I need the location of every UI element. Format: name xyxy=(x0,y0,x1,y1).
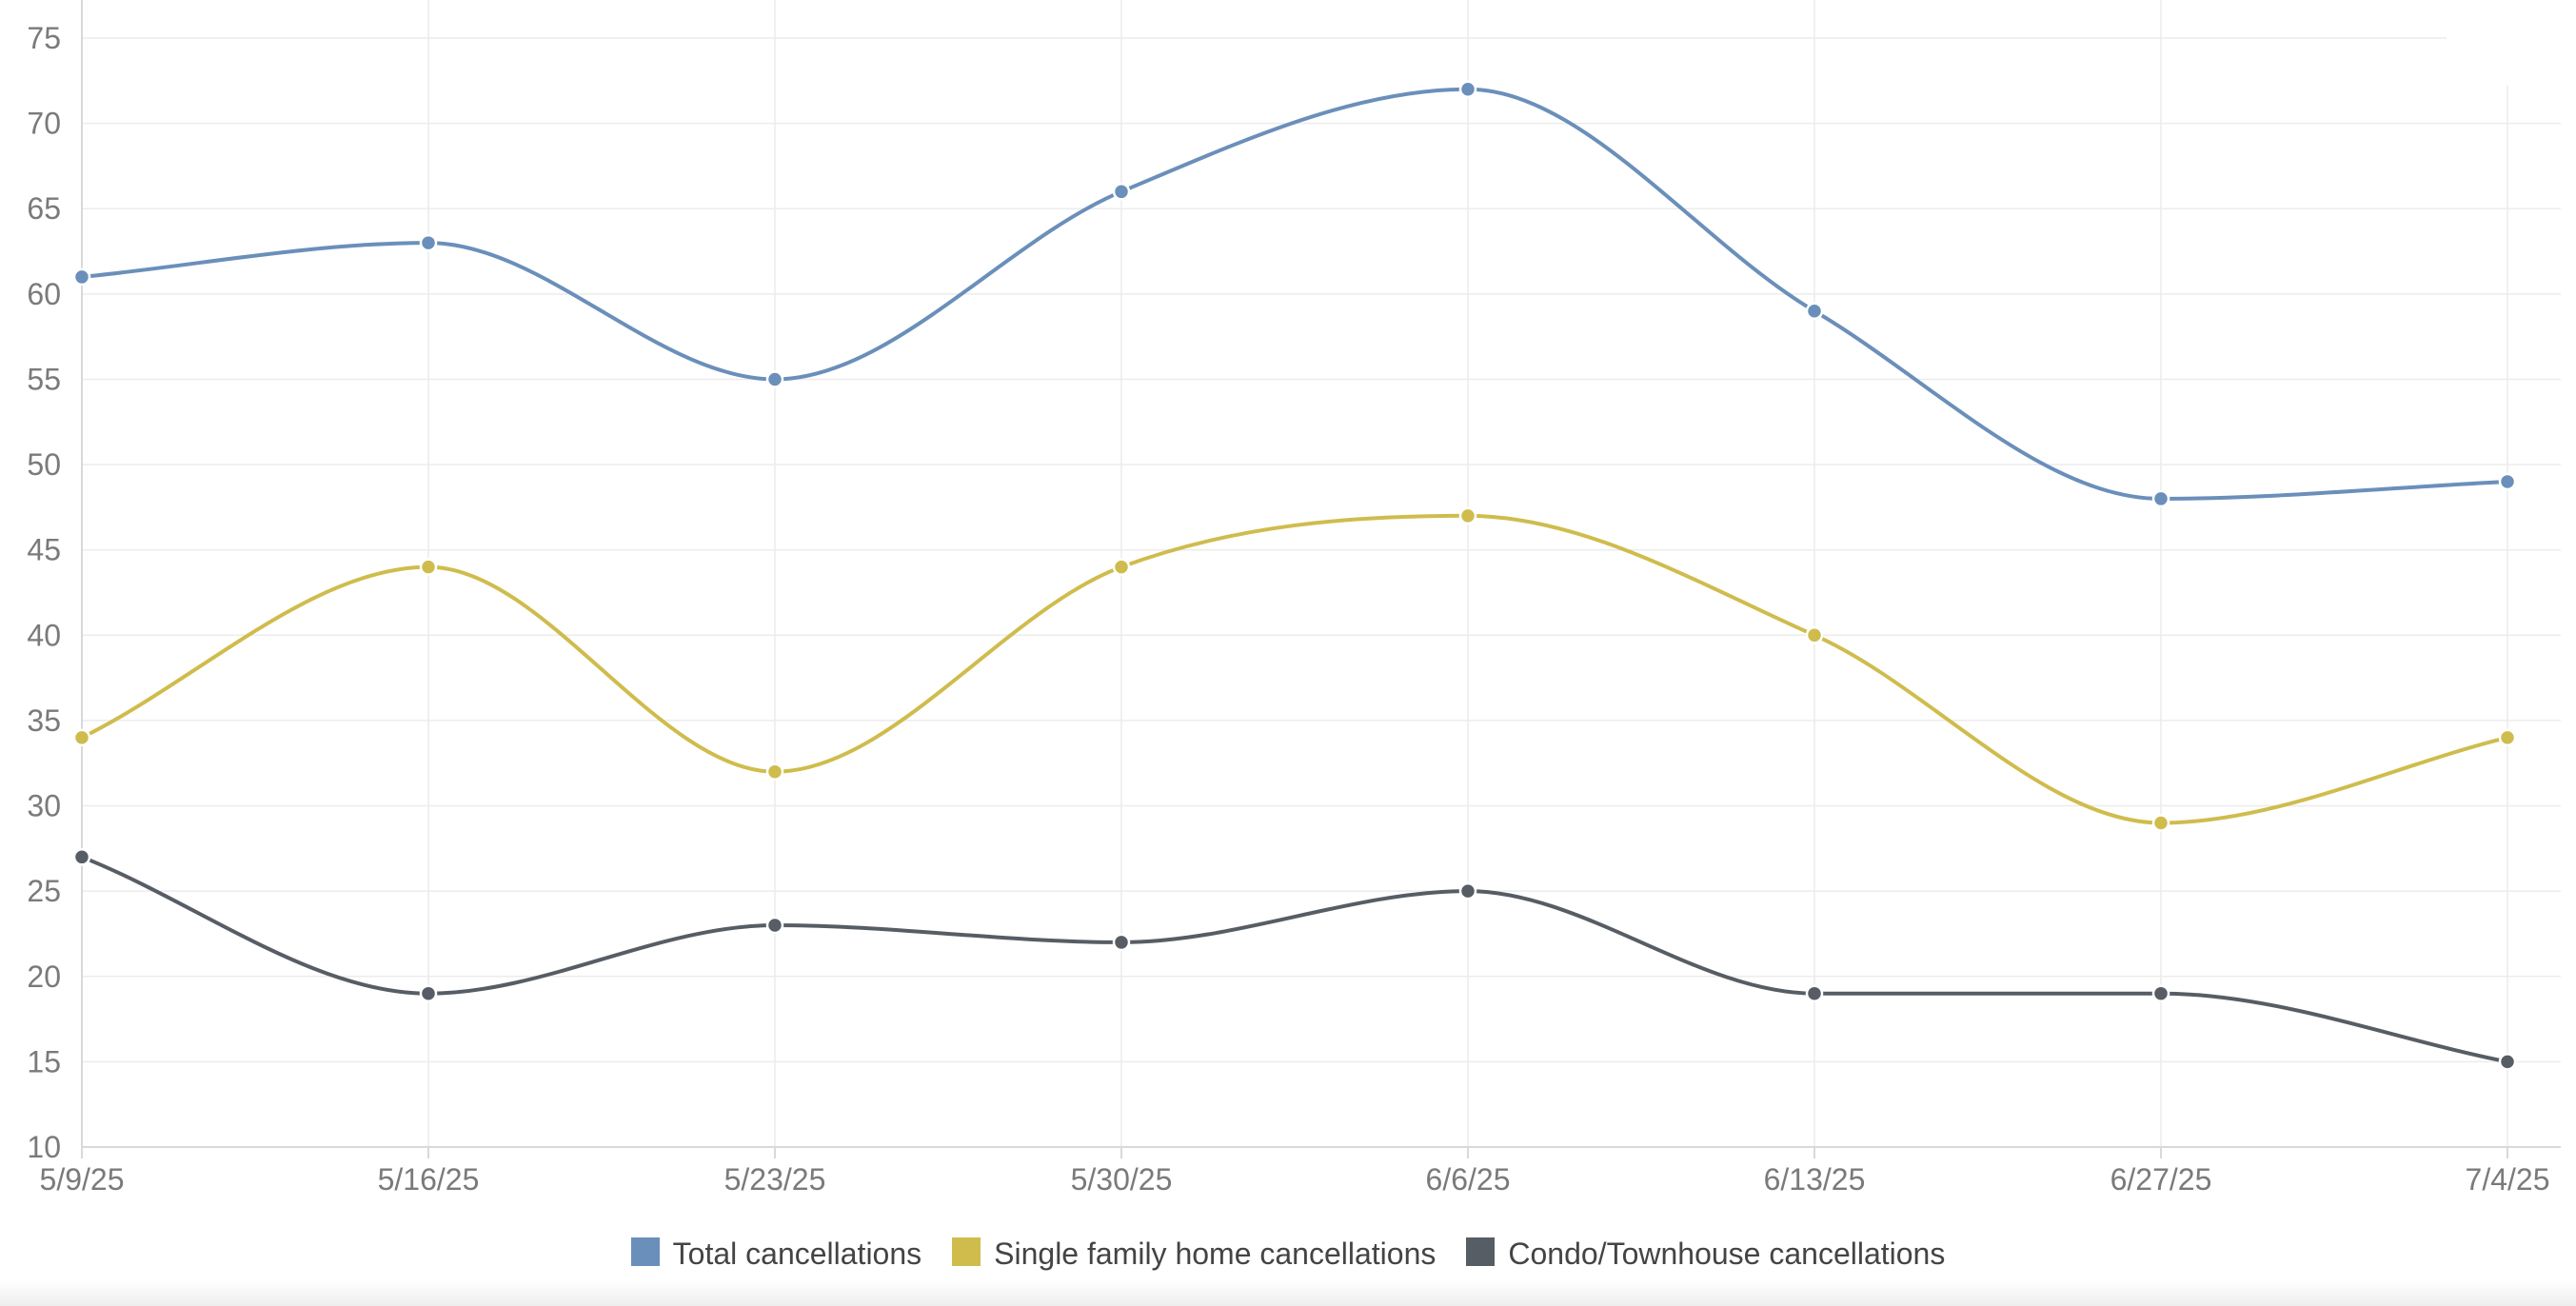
series-line-2 xyxy=(80,855,2509,1064)
y-tick-label: 25 xyxy=(27,874,61,908)
line-chart: 10 15 20 25 30 35 40 45 50 55 60 65 70 75 5/9/25 5/16/… xyxy=(27,0,2561,1197)
legend-item[interactable]: Condo/Townhouse cancellations xyxy=(1466,1235,1945,1272)
y-tick-label: 30 xyxy=(27,789,61,823)
series-lines xyxy=(80,87,2509,1064)
legend: Total cancellations Single family home ca… xyxy=(0,1234,2576,1272)
bottom-shadow xyxy=(0,1279,2576,1306)
data-point-s2-3[interactable] xyxy=(1112,933,1131,952)
x-tick-label: 7/4/25 xyxy=(2466,1162,2550,1197)
y-tick-label: 10 xyxy=(27,1130,61,1164)
data-point-s1-2[interactable] xyxy=(765,762,784,781)
grid-lines xyxy=(82,0,2561,1147)
data-point-s2-0[interactable] xyxy=(72,848,91,866)
y-tick-label: 35 xyxy=(27,703,61,738)
data-point-s0-5[interactable] xyxy=(1805,302,1824,321)
data-point-s0-0[interactable] xyxy=(72,267,91,287)
data-point-s1-3[interactable] xyxy=(1112,558,1131,576)
data-point-s0-7[interactable] xyxy=(2498,472,2517,491)
data-point-s2-2[interactable] xyxy=(765,916,784,935)
y-tick-label: 75 xyxy=(27,21,61,55)
x-tick-label: 5/30/25 xyxy=(1071,1162,1173,1197)
series-line-0 xyxy=(80,87,2509,501)
x-axis-tick-labels: 5/9/25 5/16/25 5/23/25 5/30/25 6/6/25 6/13/25… xyxy=(40,1162,2550,1197)
y-tick-label: 60 xyxy=(27,277,61,311)
data-point-s0-4[interactable] xyxy=(1458,80,1477,99)
data-point-s1-4[interactable] xyxy=(1458,506,1477,525)
data-point-s1-5[interactable] xyxy=(1805,626,1824,644)
data-point-s2-1[interactable] xyxy=(419,984,438,1002)
legend-item[interactable]: Total cancellations xyxy=(630,1235,922,1272)
data-points[interactable] xyxy=(72,80,2517,1071)
data-point-s0-6[interactable] xyxy=(2151,489,2170,508)
x-tick-label: 6/6/25 xyxy=(1426,1162,1511,1197)
x-tick-label: 6/13/25 xyxy=(1764,1162,1866,1197)
data-point-s0-1[interactable] xyxy=(419,233,438,252)
y-tick-label: 15 xyxy=(27,1044,61,1078)
data-point-s1-0[interactable] xyxy=(72,728,91,747)
data-point-s1-7[interactable] xyxy=(2498,728,2517,747)
data-point-s1-1[interactable] xyxy=(419,558,438,576)
legend-label: Single family home cancellations xyxy=(994,1237,1437,1272)
y-tick-label: 50 xyxy=(27,447,61,482)
x-tick-label: 5/9/25 xyxy=(40,1162,125,1197)
y-tick-label: 40 xyxy=(27,618,61,652)
x-tick-label: 5/16/25 xyxy=(378,1162,480,1197)
y-axis-tick-labels: 10 15 20 25 30 35 40 45 50 55 60 65 70 75 xyxy=(27,21,61,1164)
data-point-s2-4[interactable] xyxy=(1458,881,1477,900)
legend-swatch xyxy=(952,1237,981,1266)
data-point-s2-6[interactable] xyxy=(2151,984,2170,1002)
y-tick-label: 20 xyxy=(27,960,61,994)
legend-swatch xyxy=(1466,1237,1496,1266)
x-tick-label: 6/27/25 xyxy=(2110,1162,2212,1197)
x-tick-label: 5/23/25 xyxy=(724,1162,826,1197)
data-point-s0-3[interactable] xyxy=(1112,183,1131,201)
data-point-s1-6[interactable] xyxy=(2151,814,2170,832)
y-tick-label: 45 xyxy=(27,533,61,567)
data-point-s2-7[interactable] xyxy=(2498,1053,2517,1071)
series-line-1 xyxy=(80,513,2509,825)
y-tick-label: 55 xyxy=(27,362,61,396)
axes xyxy=(81,0,2561,1158)
data-point-s2-5[interactable] xyxy=(1805,984,1824,1002)
legend-label: Condo/Townhouse cancellations xyxy=(1508,1237,1946,1272)
y-tick-label: 70 xyxy=(27,107,61,141)
legend-item[interactable]: Single family home cancellations xyxy=(952,1235,1436,1272)
y-tick-label: 65 xyxy=(27,191,61,226)
data-point-s0-2[interactable] xyxy=(765,370,784,388)
legend-swatch xyxy=(630,1237,660,1266)
legend-label: Total cancellations xyxy=(672,1237,922,1272)
